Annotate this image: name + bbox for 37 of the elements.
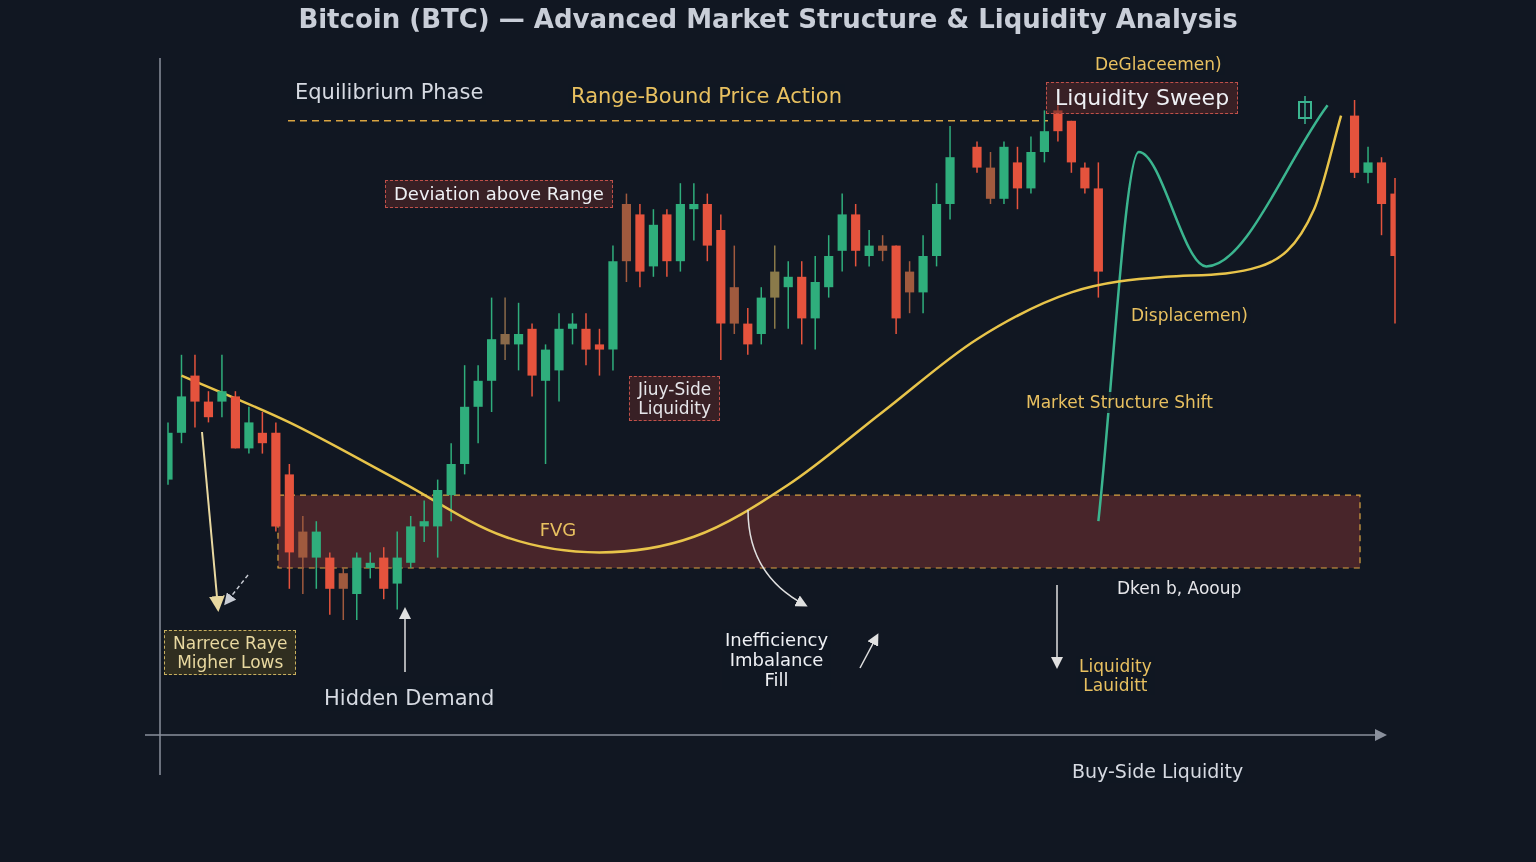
candlestick — [878, 234, 888, 262]
candlestick — [581, 312, 591, 366]
annotation: Range-Bound Price Action — [568, 84, 845, 110]
text: Hidden Demand — [321, 686, 498, 712]
candlestick — [864, 229, 874, 268]
candlestick — [419, 499, 429, 543]
annotation: Deviation above Range — [385, 180, 613, 208]
text: Buy-Side Liquidity — [1069, 760, 1247, 783]
candlestick — [972, 140, 982, 174]
annotation: Dken b, Aooup — [1114, 578, 1245, 599]
candlestick — [1363, 146, 1373, 184]
candlestick — [783, 260, 793, 330]
candlestick — [689, 182, 699, 242]
chart-title: Bitcoin (BTC) — Advanced Market Structure & Liquidity Analysis — [297, 4, 1239, 34]
candlestick — [743, 307, 753, 356]
candlestick — [217, 354, 227, 418]
annotation: Equilibrium Phase — [292, 80, 487, 106]
band-label: FVG — [539, 519, 577, 541]
candlestick — [203, 390, 214, 424]
candlestick — [1080, 161, 1090, 195]
text: Liquidity Lauiditt — [1076, 656, 1155, 696]
candlestick — [365, 551, 375, 580]
annotation: Jiuy-Side Liquidity — [629, 376, 721, 422]
annotation: Market Structure Shift — [1023, 392, 1216, 413]
text: Inefficiency Imbalance Fill — [722, 629, 832, 691]
candlestick — [567, 312, 578, 346]
candlestick — [905, 260, 915, 314]
text: Narrece Raye Migher Lows — [164, 630, 297, 676]
text: DeGlaceemen) — [1092, 54, 1225, 75]
annotation: Liquidity Sweep — [1046, 82, 1239, 115]
candlestick — [500, 296, 510, 361]
annotation: Displacemen) — [1128, 305, 1251, 326]
candlestick — [1039, 109, 1050, 164]
candlestick — [338, 567, 348, 621]
candlestick — [257, 411, 267, 455]
candlestick — [594, 328, 605, 377]
candlestick — [513, 302, 524, 372]
